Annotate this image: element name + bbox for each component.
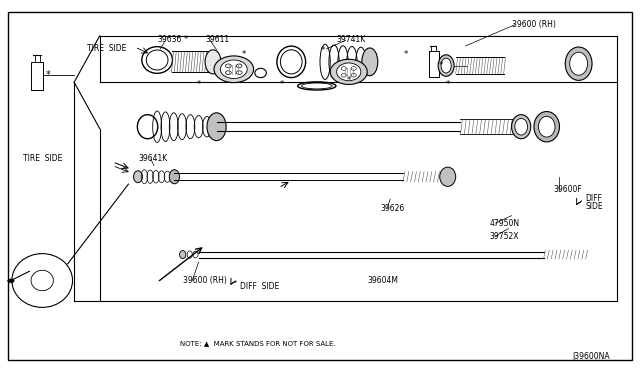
Ellipse shape xyxy=(534,112,559,142)
Bar xyxy=(429,51,440,77)
Ellipse shape xyxy=(341,67,346,70)
Text: *: * xyxy=(404,50,408,59)
Ellipse shape xyxy=(337,63,361,81)
Ellipse shape xyxy=(565,47,592,80)
Ellipse shape xyxy=(179,250,186,259)
Text: 39752X: 39752X xyxy=(489,231,519,241)
Text: TIRE  SIDE: TIRE SIDE xyxy=(87,44,126,53)
Text: DIFF: DIFF xyxy=(585,195,602,203)
Ellipse shape xyxy=(341,73,346,77)
Ellipse shape xyxy=(236,64,242,68)
Text: TIRE  SIDE: TIRE SIDE xyxy=(23,154,63,163)
Text: *: * xyxy=(439,61,444,70)
Bar xyxy=(35,55,40,62)
Ellipse shape xyxy=(205,50,221,74)
Ellipse shape xyxy=(538,116,555,137)
Ellipse shape xyxy=(441,58,451,73)
Ellipse shape xyxy=(220,60,247,78)
Bar xyxy=(431,46,436,51)
Text: 39626: 39626 xyxy=(381,204,405,213)
Text: *: * xyxy=(280,80,284,89)
Text: DIFF  SIDE: DIFF SIDE xyxy=(240,282,280,291)
Text: 39741K: 39741K xyxy=(336,35,365,44)
Text: 39604M: 39604M xyxy=(368,276,399,285)
Text: 39600F: 39600F xyxy=(553,185,582,194)
Bar xyxy=(31,62,43,90)
Ellipse shape xyxy=(511,115,531,139)
Ellipse shape xyxy=(351,73,356,77)
Ellipse shape xyxy=(362,48,378,76)
Ellipse shape xyxy=(225,64,231,68)
Text: *: * xyxy=(196,80,201,89)
Text: *: * xyxy=(184,35,188,44)
Ellipse shape xyxy=(570,52,588,75)
Text: 39611: 39611 xyxy=(205,35,229,44)
Ellipse shape xyxy=(225,71,231,74)
Text: *: * xyxy=(445,80,450,89)
Ellipse shape xyxy=(207,113,226,141)
Text: 39641K: 39641K xyxy=(138,154,167,163)
Ellipse shape xyxy=(440,167,456,186)
Ellipse shape xyxy=(330,59,367,84)
Text: *: * xyxy=(46,70,51,80)
Ellipse shape xyxy=(236,71,242,74)
Text: 47950N: 47950N xyxy=(489,219,519,228)
Text: J39600NA: J39600NA xyxy=(572,352,610,361)
Text: *: * xyxy=(321,46,325,55)
Ellipse shape xyxy=(170,170,179,184)
Ellipse shape xyxy=(515,118,527,135)
Text: 39636: 39636 xyxy=(157,35,182,44)
Text: SIDE: SIDE xyxy=(585,202,603,211)
Ellipse shape xyxy=(8,279,14,283)
Ellipse shape xyxy=(438,55,454,76)
Ellipse shape xyxy=(214,56,253,83)
Text: 39600 (RH): 39600 (RH) xyxy=(511,20,556,29)
Ellipse shape xyxy=(134,171,143,183)
Text: 39600 (RH): 39600 (RH) xyxy=(182,276,227,285)
Ellipse shape xyxy=(351,67,356,70)
Text: NOTE: ▲  MARK STANDS FOR NOT FOR SALE.: NOTE: ▲ MARK STANDS FOR NOT FOR SALE. xyxy=(179,340,335,346)
Text: *: * xyxy=(347,76,351,85)
Text: *: * xyxy=(241,50,246,59)
